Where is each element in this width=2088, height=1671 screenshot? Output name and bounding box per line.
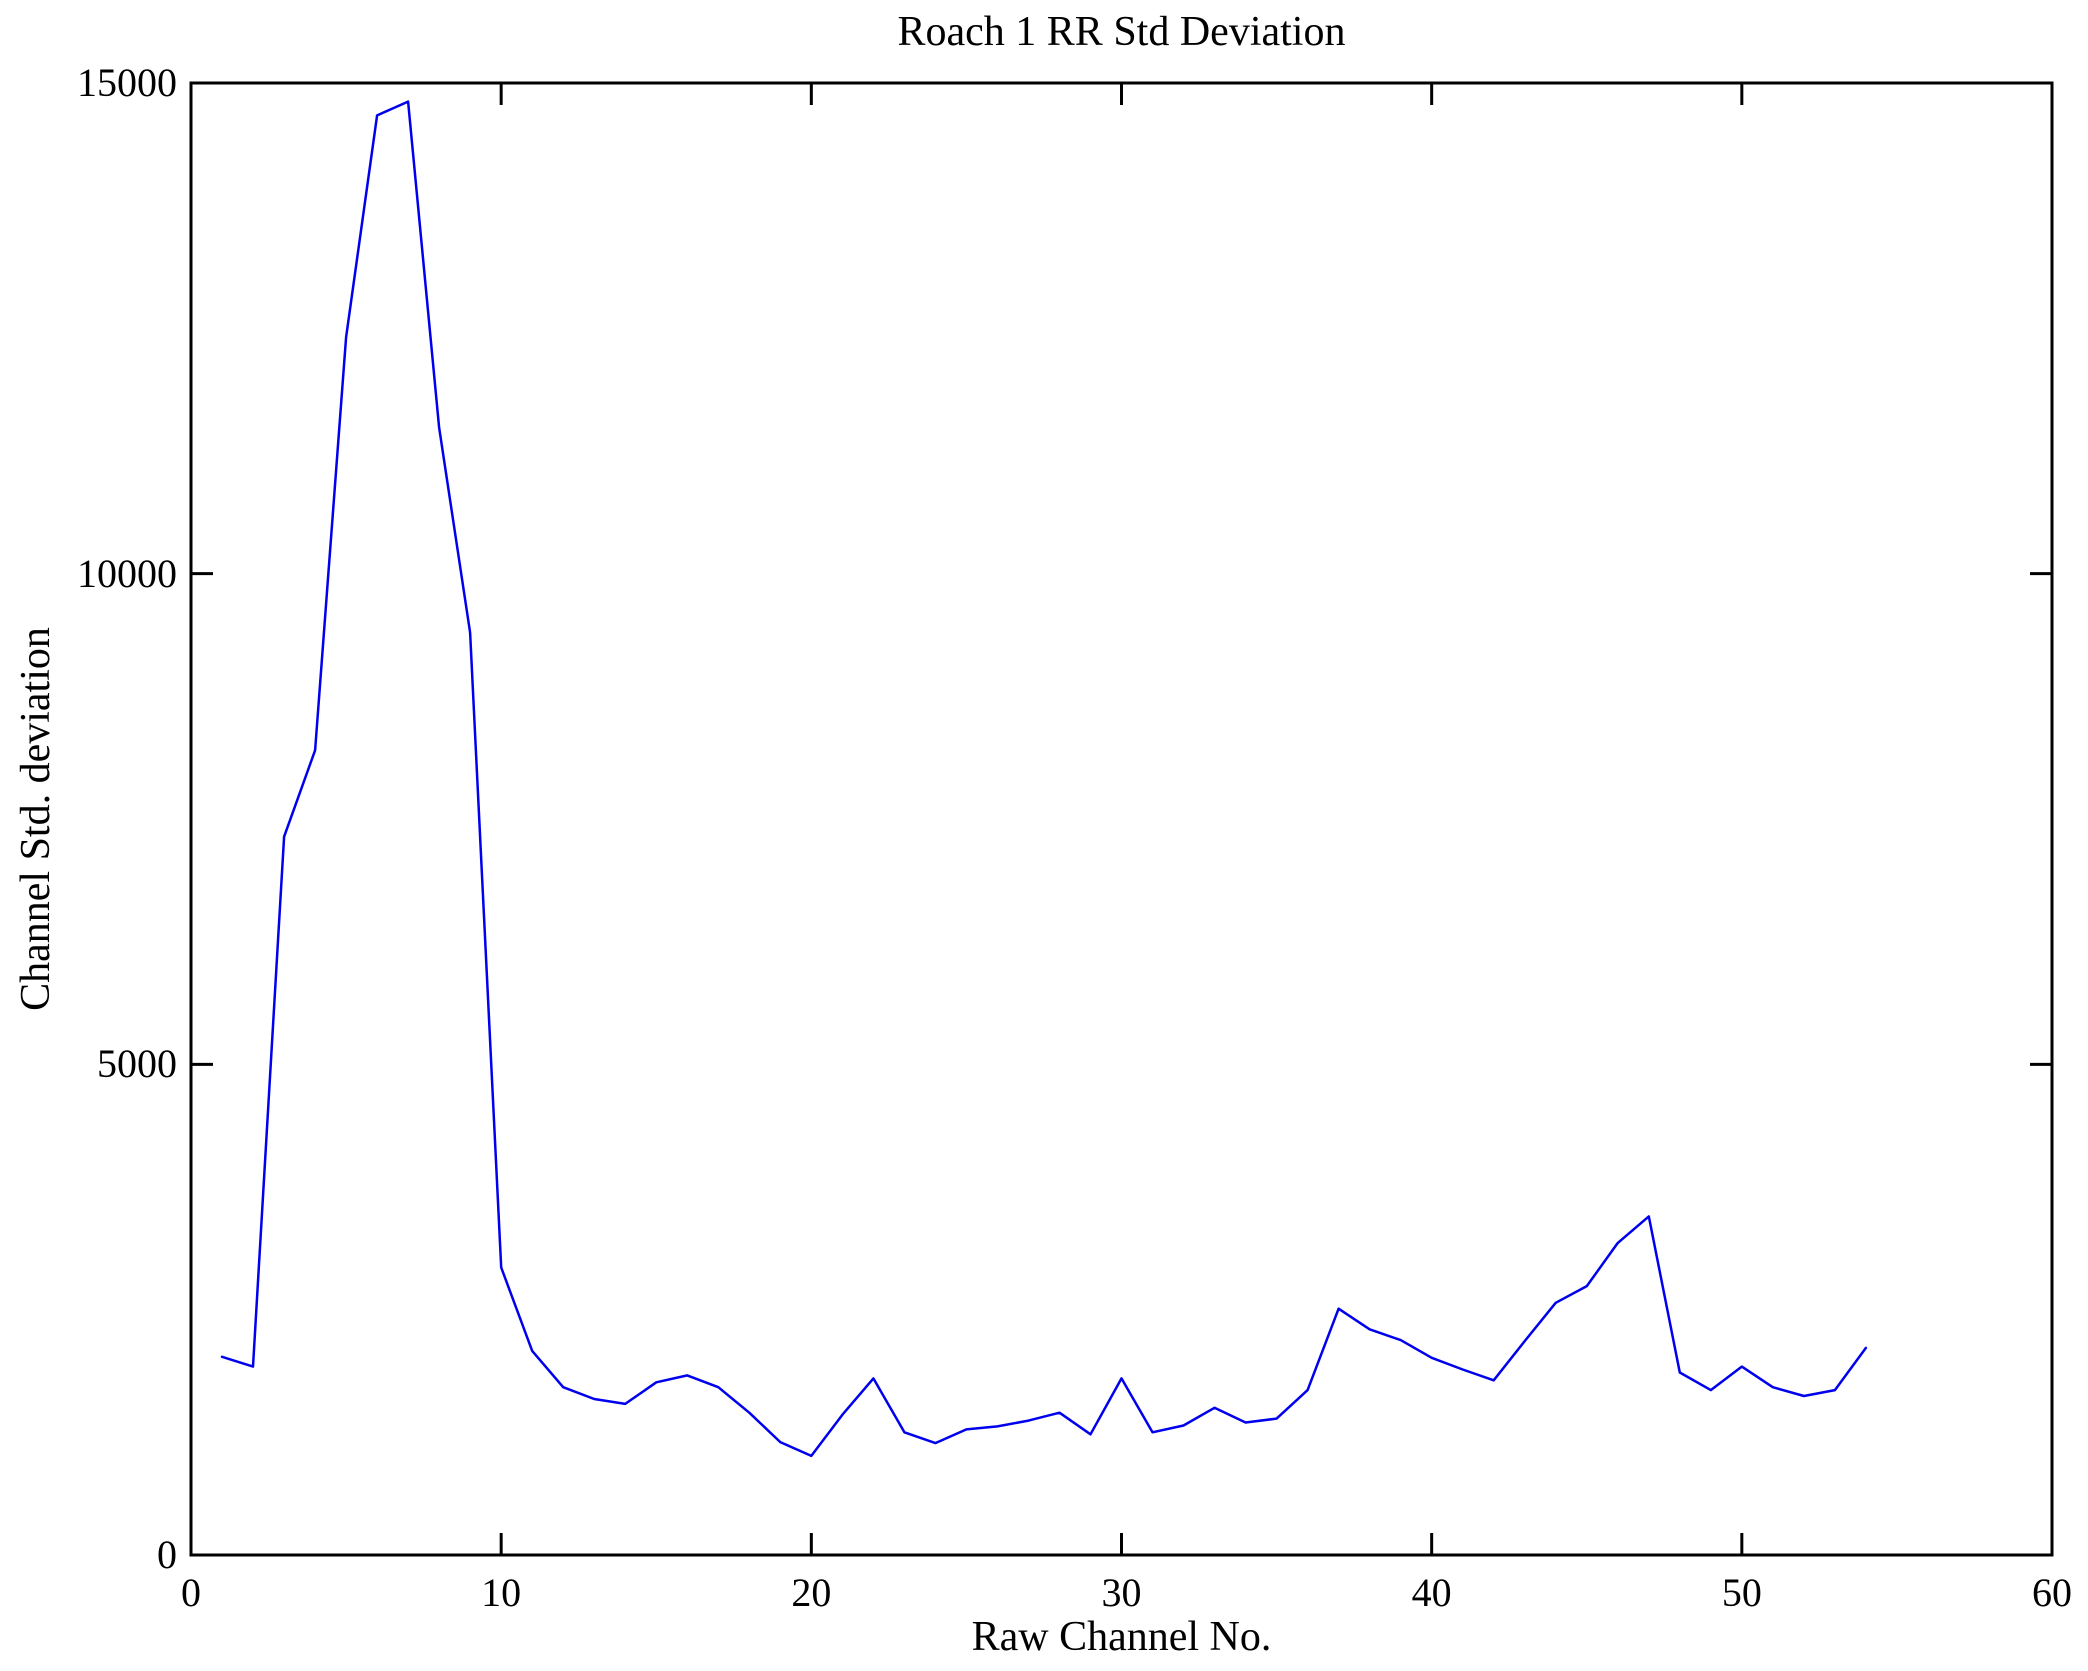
chart-title: Roach 1 RR Std Deviation [897,9,1346,55]
x-tick-label: 40 [1411,1570,1452,1615]
x-axis-label: Raw Channel No. [971,1614,1272,1660]
y-tick-label: 15000 [77,60,177,105]
x-tick-label: 60 [2032,1570,2072,1615]
x-tick-label: 20 [791,1570,832,1615]
x-tick-label: 10 [481,1570,522,1615]
axis-ticks [189,81,2054,1557]
series-line [220,100,1868,1458]
y-axis-label: Channel Std. deviation [13,627,59,1011]
x-tick-label: 0 [181,1570,201,1615]
y-tick-label: 10000 [77,550,177,596]
x-tick-label: 30 [1101,1570,1142,1615]
plot-frame [189,81,2054,1557]
y-tick-label: 5000 [97,1041,177,1087]
y-tick-label: 0 [157,1532,177,1577]
x-tick-label: 50 [1721,1570,1762,1615]
